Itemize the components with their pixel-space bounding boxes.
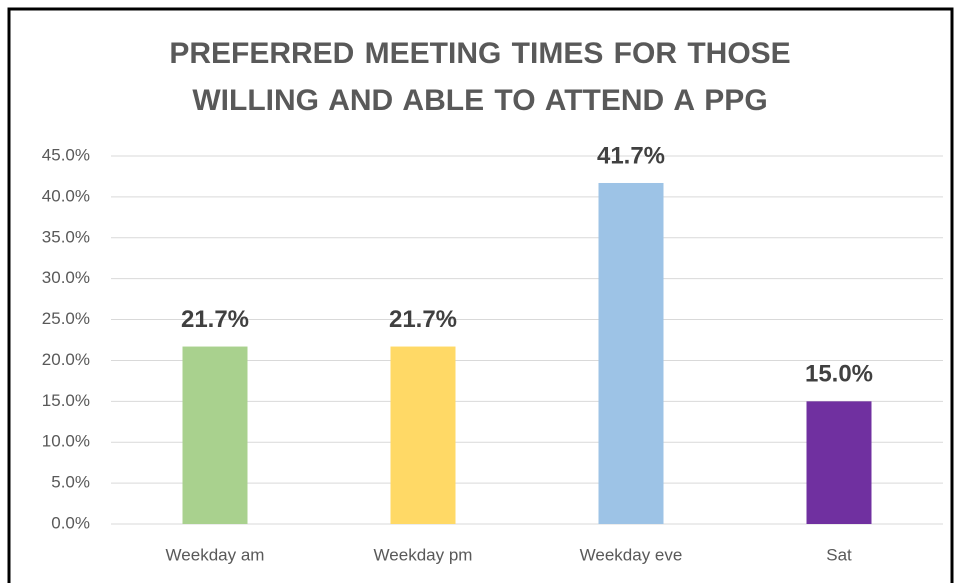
bar — [182, 346, 248, 524]
y-tick-label: 30.0% — [42, 268, 90, 287]
value-label: 41.7% — [597, 142, 665, 169]
y-tick-label: 5.0% — [51, 473, 90, 492]
frame-border — [7, 7, 954, 583]
value-label: 21.7% — [181, 306, 249, 333]
x-tick-label: Sat — [826, 545, 852, 564]
value-label: 21.7% — [389, 306, 457, 333]
x-tick-label: Weekday eve — [580, 545, 683, 564]
y-tick-label: 35.0% — [42, 227, 90, 246]
y-tick-label: 10.0% — [42, 432, 90, 451]
y-tick-label: 45.0% — [42, 145, 90, 164]
bar — [806, 401, 872, 524]
bar — [390, 346, 456, 524]
y-tick-label: 40.0% — [42, 186, 90, 205]
y-tick-label: 25.0% — [42, 309, 90, 328]
chart-title: PREFERRED MEETING TIMES FOR THOSE WILLIN… — [169, 37, 791, 117]
bar — [598, 182, 664, 524]
y-tick-label: 20.0% — [42, 350, 90, 369]
x-tick-label: Weekday am — [166, 545, 265, 564]
y-tick-label: 0.0% — [51, 513, 90, 532]
value-label: 15.0% — [805, 361, 873, 388]
x-tick-label: Weekday pm — [374, 545, 473, 564]
y-tick-label: 15.0% — [42, 391, 90, 410]
